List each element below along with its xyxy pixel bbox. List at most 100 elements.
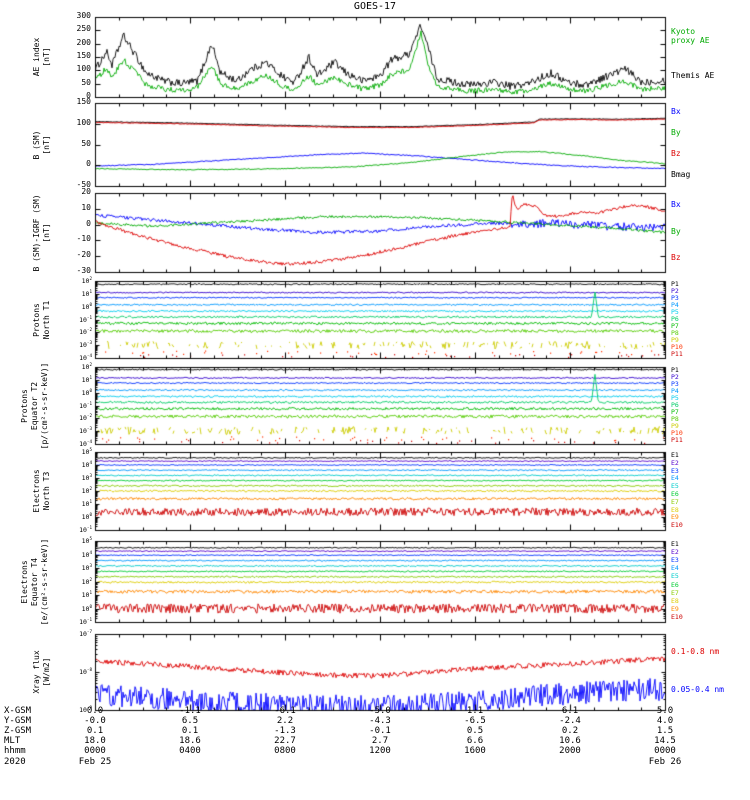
axis-row-value: -1.1: [179, 706, 201, 716]
axis-row-value: 0.1: [86, 726, 104, 736]
legend-entry: P6: [671, 400, 679, 409]
legend-entry: E3: [671, 556, 679, 565]
legend-entry: E4: [671, 474, 679, 483]
axis-row-value: 1600: [464, 746, 486, 756]
y-tick-label: 10-2: [79, 413, 92, 423]
y-tick-label: 150: [76, 97, 91, 106]
legend-entry: By: [671, 226, 681, 236]
y-tick-label: 250: [76, 24, 91, 34]
axis-row-value: 0400: [179, 746, 201, 756]
legend-entry: P10: [671, 428, 683, 437]
y-tick-label: 10-4: [79, 353, 92, 363]
legend-entry: Bz: [671, 252, 681, 262]
axis-row-value: -5.0: [369, 706, 391, 716]
legend-entry: P6: [671, 314, 679, 323]
legend-entry: E8: [671, 596, 679, 605]
axis-row-value: 10.6: [559, 736, 581, 746]
axis-row-label: 2020: [4, 757, 26, 767]
y-tick-label: 10-3: [79, 340, 92, 350]
y-tick-label: -30: [76, 266, 91, 275]
y-tick-label: 104: [81, 460, 92, 470]
y-tick-label: 10-1: [79, 314, 92, 324]
y-tick-label: 104: [81, 549, 92, 559]
axis-row-value: 1200: [369, 746, 391, 756]
y-tick-label: 103: [81, 473, 92, 483]
legend-entry: Themis AE: [671, 71, 715, 80]
legend-entry: P3: [671, 379, 679, 388]
axis-row-label: Z-GSM: [4, 726, 32, 736]
legend-entry: P1: [671, 365, 679, 374]
y-axis-title: Electrons Equator T4 [e/(cm²-s-sr-keV)]: [20, 538, 49, 625]
y-tick-label: -20: [76, 250, 91, 260]
axis-row-value: 0800: [274, 746, 296, 756]
y-tick-label: 101: [81, 288, 92, 298]
axis-row-value: Feb 26: [648, 757, 682, 767]
axis-row-value: 1.1: [466, 706, 484, 716]
axis-row-value: -6.1: [274, 706, 296, 716]
y-axis-title: B (SM)-IGRF (SM) [nT]: [32, 193, 51, 272]
y-tick-label: 10-8: [79, 667, 92, 677]
legend-entry: E1: [671, 450, 679, 459]
y-tick-label: 300: [76, 11, 91, 20]
legend-entry: P2: [671, 286, 679, 295]
axis-row-value: 2.7: [371, 736, 389, 746]
y-tick-label: 50: [81, 138, 91, 148]
legend-entry: Kyoto: [671, 26, 696, 36]
axis-row-label: MLT: [4, 736, 21, 746]
legend-entry: P9: [671, 335, 679, 344]
legend-entry: P3: [671, 293, 679, 302]
legend-entry: P4: [671, 300, 679, 309]
legend-entry: P5: [671, 307, 679, 316]
legend-entry: E10: [671, 612, 683, 621]
y-tick-label: 50: [81, 77, 91, 87]
y-tick-label: 20: [81, 187, 91, 196]
axis-row-value: 0000: [654, 746, 676, 756]
legend-entry: 0.1-0.8 nm: [671, 647, 720, 656]
y-tick-label: 10-1: [79, 400, 92, 410]
y-tick-label: 200: [76, 37, 91, 47]
legend-entry: 0.05-0.4 nm: [671, 685, 724, 694]
legend-entry: E3: [671, 466, 679, 475]
y-axis-title: B (SM) [nT]: [32, 130, 51, 159]
legend-entry: E9: [671, 604, 679, 613]
legend-entry: E2: [671, 458, 679, 467]
y-tick-label: 10-2: [79, 327, 92, 337]
y-tick-label: 100: [81, 301, 92, 311]
y-tick-label: 101: [81, 374, 92, 384]
y-tick-label: 103: [81, 563, 92, 573]
legend-entry: E6: [671, 580, 679, 589]
y-axis-title: Electrons North T3: [32, 469, 51, 513]
axis-row-value: -0.0: [84, 716, 106, 726]
axis-row-value: -4.3: [369, 716, 391, 726]
legend-entry: P7: [671, 321, 679, 330]
y-tick-label: 10: [81, 202, 91, 212]
legend-entry: P9: [671, 421, 679, 430]
axis-row-value: -1.3: [274, 726, 296, 736]
axis-row-value: 5.0: [656, 706, 674, 716]
axis-row-value: -2.4: [559, 716, 581, 726]
legend-entry: E7: [671, 588, 679, 597]
legend-entry: P7: [671, 407, 679, 416]
y-axis-title: Protons North T1: [32, 300, 51, 339]
legend-entry: P5: [671, 393, 679, 402]
y-tick-label: -10: [76, 234, 91, 244]
legend-entry: E5: [671, 572, 679, 581]
axis-row-value: 2.2: [276, 716, 294, 726]
y-tick-label: 105: [81, 447, 92, 457]
y-tick-label: 0: [86, 159, 91, 169]
axis-row-value: 6.6: [466, 736, 484, 746]
axis-row-value: 0.5: [466, 726, 484, 736]
y-tick-label: 10-7: [79, 629, 92, 639]
axis-row-value: 6.5: [181, 716, 199, 726]
y-tick-label: 102: [81, 576, 92, 586]
axis-row-value: 18.6: [179, 736, 201, 746]
axis-row-value: 0000: [84, 746, 106, 756]
y-tick-label: -50: [76, 180, 91, 189]
legend-entry: P11: [671, 435, 683, 444]
legend-entry: E7: [671, 497, 679, 506]
legend-entry: E1: [671, 540, 679, 549]
legend-entry: E2: [671, 548, 679, 557]
y-tick-label: 150: [76, 51, 91, 60]
